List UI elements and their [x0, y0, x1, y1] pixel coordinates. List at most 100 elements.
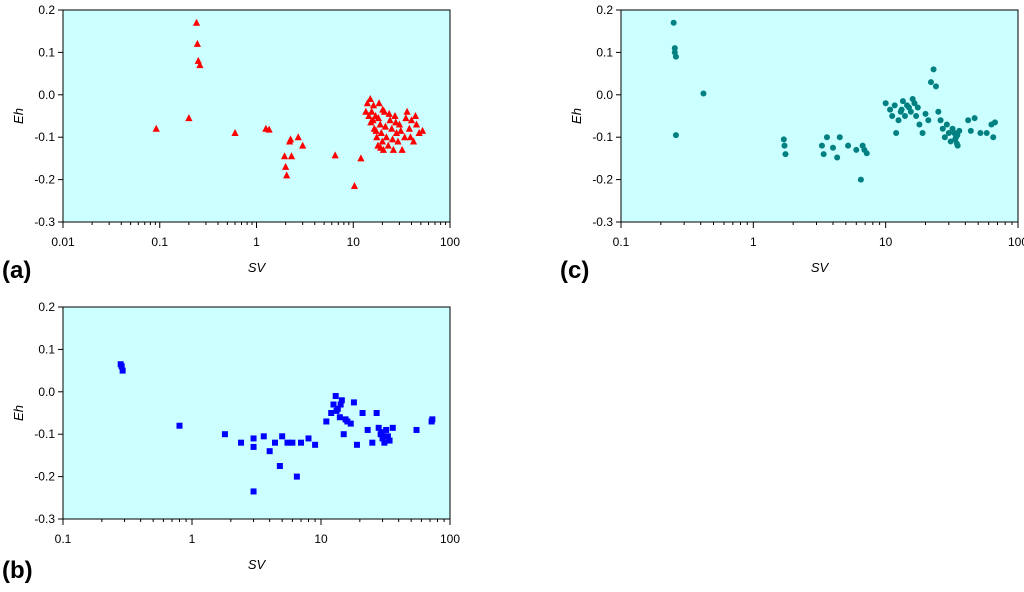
- data-point: [363, 99, 371, 107]
- y-tick-label: -0.1: [34, 427, 55, 441]
- data-point: [384, 433, 391, 440]
- y-tick-label: 0.0: [596, 88, 613, 102]
- data-point: [386, 437, 393, 444]
- data-point: [185, 114, 193, 122]
- data-point: [670, 19, 677, 26]
- data-point: [375, 99, 383, 107]
- data-point: [911, 100, 918, 107]
- data-point: [382, 133, 390, 141]
- data-point: [836, 134, 843, 141]
- panel-label-b: (b): [2, 557, 33, 584]
- data-point: [954, 132, 961, 139]
- data-point: [231, 128, 239, 136]
- data-point: [943, 121, 950, 128]
- data-point: [337, 401, 344, 408]
- data-point: [671, 45, 678, 52]
- data-point: [350, 181, 359, 189]
- data-point: [893, 129, 900, 136]
- data-point: [898, 106, 905, 113]
- data-point: [977, 129, 984, 136]
- data-point: [299, 141, 307, 149]
- data-point: [412, 120, 421, 128]
- data-point: [882, 100, 889, 107]
- data-point: [922, 110, 929, 117]
- data-point: [429, 416, 436, 423]
- data-point: [409, 137, 418, 145]
- y-tick-label: -0.3: [592, 215, 613, 229]
- data-point: [344, 418, 351, 425]
- data-point: [919, 129, 926, 136]
- data-point: [282, 162, 290, 170]
- data-point: [384, 141, 392, 149]
- x-tick-label: 0.01: [51, 235, 75, 249]
- x-tick-label: 100: [1008, 235, 1024, 249]
- y-tick-label: 0.2: [38, 3, 55, 17]
- data-point: [863, 150, 870, 157]
- plot-area-b: [62, 306, 451, 520]
- data-point: [375, 424, 382, 431]
- data-point: [945, 129, 952, 136]
- data-point: [289, 439, 296, 446]
- data-point: [377, 143, 385, 151]
- y-tick-label: -0.2: [592, 173, 613, 187]
- data-point: [372, 126, 380, 134]
- data-point: [403, 107, 411, 115]
- y-tick-label: -0.1: [592, 130, 613, 144]
- y-tick-label: 0.0: [38, 88, 55, 102]
- data-point: [405, 124, 413, 132]
- data-point: [389, 424, 396, 431]
- data-point: [276, 463, 283, 469]
- data-point: [386, 116, 394, 124]
- data-point: [394, 137, 402, 145]
- panel-a: 0.01 0.1 1 10 100 -0.3 -0.2 -0.1 0.0 0.1 0.2 SV E…: [2, 3, 460, 284]
- data-point: [834, 154, 841, 161]
- y-tick-label: 0.0: [38, 385, 55, 399]
- data-point: [937, 117, 944, 124]
- points-a: [152, 18, 427, 189]
- data-point: [887, 106, 894, 113]
- x-tick-label: 1: [750, 235, 757, 249]
- panel-c: 0.1 1 10 100 -0.3 -0.2 -0.1 0.0 0.1 0.2 SV Eh (c…: [560, 3, 1024, 284]
- data-point: [357, 154, 365, 162]
- data-point: [152, 124, 160, 132]
- data-point: [377, 128, 385, 136]
- x-tick-label: 100: [440, 532, 460, 546]
- data-point: [359, 410, 366, 416]
- data-point: [284, 439, 291, 446]
- data-point: [338, 397, 345, 404]
- data-point: [853, 146, 860, 153]
- data-point: [332, 393, 339, 400]
- data-point: [331, 151, 339, 159]
- x-ticks-b: 0.1 1 10 100: [55, 519, 460, 546]
- y-ticks-c: -0.3 -0.2 -0.1 0.0 0.1 0.2: [592, 3, 621, 229]
- data-point: [340, 431, 347, 438]
- data-point: [265, 125, 273, 133]
- data-point: [379, 105, 387, 113]
- data-point: [353, 441, 360, 448]
- data-point: [397, 126, 405, 134]
- data-point: [250, 488, 257, 495]
- data-point: [298, 439, 305, 446]
- data-point: [366, 95, 374, 103]
- data-point: [700, 90, 707, 97]
- data-point: [193, 39, 202, 47]
- data-point: [385, 109, 393, 117]
- data-point: [118, 363, 125, 370]
- y-axis-label-c: Eh: [569, 108, 584, 124]
- data-point: [395, 120, 404, 128]
- data-point: [381, 122, 390, 130]
- x-axis-label-b: SV: [248, 557, 267, 572]
- data-point: [930, 66, 937, 73]
- x-tick-label: 0.1: [55, 532, 72, 546]
- data-point: [392, 118, 400, 126]
- x-tick-label: 100: [440, 235, 460, 249]
- points-c: [670, 19, 998, 183]
- x-axis-label-a: SV: [248, 260, 267, 275]
- data-point: [914, 104, 921, 111]
- data-point: [287, 152, 296, 160]
- data-point: [907, 108, 914, 115]
- data-point: [782, 151, 789, 158]
- data-point: [932, 83, 939, 90]
- data-point: [402, 114, 410, 122]
